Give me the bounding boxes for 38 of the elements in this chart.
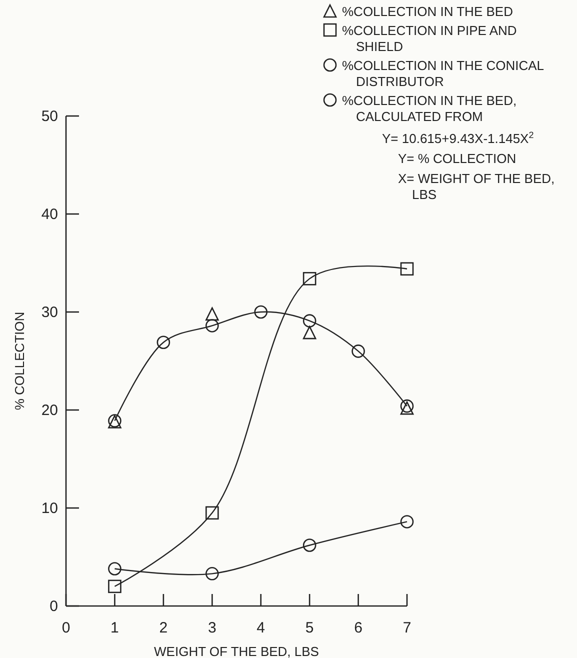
point xyxy=(205,506,219,520)
annotation: Y= 10.615+9.43X-1.145X$^{2}$ xyxy=(382,130,534,146)
point xyxy=(400,515,414,528)
x-tick-label: 4 xyxy=(256,620,266,637)
y-tick-label: 50 xyxy=(41,108,58,125)
point xyxy=(302,314,316,328)
point xyxy=(302,538,316,552)
x-tick-label: 5 xyxy=(305,620,314,637)
annotation: X= WEIGHT OF THE BED, LBS xyxy=(398,171,555,202)
y-axis-title: % COLLECTION xyxy=(12,312,27,410)
x-tick-label: 1 xyxy=(110,620,119,637)
y-tick-label: 20 xyxy=(41,402,58,419)
y-tick-label: 30 xyxy=(41,304,58,321)
legend-label: %COLLECTION IN THE CONICAL DISTRIBUTOR xyxy=(342,58,544,89)
x-tick-label: 0 xyxy=(62,620,70,637)
legend-label: %COLLECTION IN PIPE AND SHIELD xyxy=(342,23,517,54)
x-tick-label: 2 xyxy=(159,620,168,637)
y-tick-label: 0 xyxy=(50,598,58,615)
y-tick-label: 10 xyxy=(41,500,58,517)
point xyxy=(302,326,316,340)
y-tick-label: 40 xyxy=(41,206,58,223)
point xyxy=(205,567,219,580)
point xyxy=(352,344,365,358)
x-tick-label: 3 xyxy=(208,620,216,637)
point xyxy=(108,580,122,594)
point xyxy=(254,305,268,319)
point xyxy=(108,562,122,576)
x-tick-label: 6 xyxy=(354,620,362,637)
x-axis-title: WEIGHT OF THE BED, LBS xyxy=(154,644,320,658)
point xyxy=(205,307,219,321)
legend-label: %COLLECTION IN THE BED, CALCULATED FROM xyxy=(342,93,517,124)
point xyxy=(400,262,414,276)
point xyxy=(302,272,316,286)
point xyxy=(156,336,170,350)
annotation: Y= % COLLECTION xyxy=(398,151,516,166)
point xyxy=(205,319,219,332)
x-tick-label: 7 xyxy=(402,620,412,637)
legend-label: %COLLECTION IN THE BED xyxy=(342,4,513,19)
